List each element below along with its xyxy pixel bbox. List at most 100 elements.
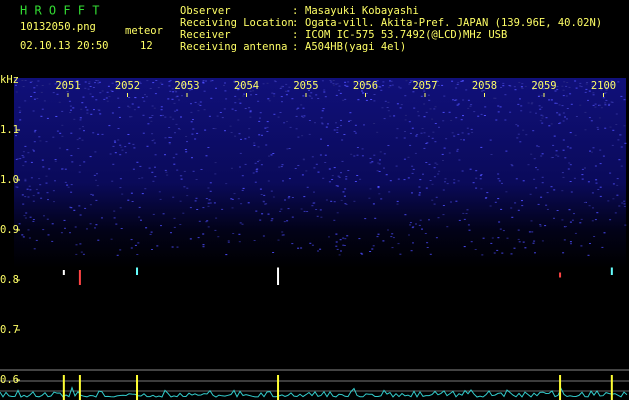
noise-pixel: [583, 202, 586, 203]
noise-pixel: [542, 115, 544, 117]
noise-pixel: [452, 99, 454, 101]
noise-pixel: [558, 113, 561, 115]
noise-pixel: [224, 130, 226, 132]
noise-pixel: [404, 119, 407, 121]
noise-pixel: [433, 176, 436, 178]
noise-pixel: [255, 171, 258, 173]
noise-pixel: [389, 180, 392, 182]
noise-pixel: [465, 89, 468, 91]
noise-pixel: [107, 85, 110, 87]
noise-pixel: [561, 219, 564, 221]
noise-pixel: [336, 248, 339, 250]
noise-pixel: [41, 85, 44, 86]
noise-pixel: [565, 95, 568, 97]
noise-pixel: [381, 85, 384, 87]
info-value: Ogata-vill. Akita-Pref. JAPAN (139.96E, …: [305, 17, 602, 29]
noise-pixel: [150, 231, 153, 233]
info-separator: :: [292, 5, 298, 17]
noise-pixel: [516, 137, 519, 139]
noise-pixel: [238, 86, 241, 88]
noise-pixel: [562, 120, 565, 122]
noise-pixel: [78, 171, 81, 173]
noise-pixel: [148, 167, 151, 169]
noise-pixel: [445, 138, 448, 140]
noise-pixel: [353, 83, 356, 85]
noise-pixel: [280, 86, 283, 88]
noise-pixel: [498, 221, 501, 223]
noise-pixel: [89, 156, 92, 158]
noise-pixel: [581, 178, 584, 180]
noise-pixel: [279, 88, 282, 89]
noise-pixel: [190, 103, 192, 105]
noise-pixel: [568, 209, 571, 211]
noise-pixel: [311, 244, 314, 246]
noise-pixel: [569, 181, 572, 182]
noise-pixel: [87, 88, 90, 90]
noise-pixel: [39, 184, 42, 186]
noise-pixel: [54, 180, 56, 182]
noise-pixel: [194, 101, 197, 103]
noise-pixel: [284, 199, 286, 201]
noise-pixel: [294, 81, 297, 83]
noise-pixel: [448, 111, 451, 113]
noise-pixel: [30, 177, 33, 179]
noise-pixel: [161, 83, 164, 85]
noise-pixel: [404, 214, 407, 216]
noise-pixel: [92, 132, 95, 134]
noise-pixel: [146, 145, 149, 147]
noise-pixel: [60, 86, 63, 88]
noise-pixel: [357, 99, 360, 101]
noise-pixel: [349, 112, 352, 114]
noise-pixel: [18, 111, 21, 113]
noise-pixel: [378, 171, 381, 172]
noise-pixel: [180, 116, 182, 118]
noise-pixel: [435, 237, 438, 239]
noise-pixel: [368, 197, 371, 199]
noise-pixel: [310, 97, 313, 99]
noise-pixel: [302, 107, 305, 109]
noise-pixel: [266, 121, 269, 123]
noise-pixel: [524, 85, 527, 87]
noise-pixel: [605, 87, 608, 89]
noise-pixel: [273, 95, 276, 97]
noise-pixel: [404, 131, 406, 132]
noise-pixel: [111, 82, 114, 84]
noise-pixel: [358, 238, 361, 240]
noise-pixel: [15, 135, 17, 137]
noise-pixel: [339, 239, 342, 241]
noise-pixel: [241, 175, 244, 177]
noise-pixel: [592, 92, 595, 94]
noise-pixel: [467, 99, 470, 101]
noise-pixel: [271, 218, 274, 220]
noise-pixel: [73, 209, 76, 211]
noise-pixel: [535, 112, 537, 114]
noise-pixel: [125, 152, 127, 154]
noise-pixel: [32, 219, 35, 220]
noise-pixel: [589, 243, 591, 244]
noise-pixel: [424, 87, 427, 89]
noise-pixel: [27, 229, 30, 231]
noise-pixel: [142, 114, 145, 116]
noise-pixel: [335, 233, 338, 235]
noise-pixel: [114, 152, 117, 154]
noise-pixel: [411, 127, 414, 129]
noise-pixel: [119, 154, 122, 156]
noise-pixel: [110, 89, 113, 91]
noise-pixel: [185, 84, 188, 86]
noise-pixel: [241, 189, 244, 191]
noise-pixel: [413, 107, 416, 109]
noise-pixel: [420, 95, 423, 97]
noise-pixel: [225, 183, 228, 185]
noise-pixel: [217, 236, 220, 238]
noise-pixel: [331, 179, 334, 180]
noise-pixel: [139, 165, 142, 167]
noise-pixel: [259, 117, 261, 119]
noise-pixel: [174, 132, 176, 134]
noise-pixel: [72, 107, 75, 109]
noise-pixel: [303, 210, 306, 212]
noise-pixel: [624, 224, 627, 226]
noise-pixel: [337, 175, 340, 177]
noise-pixel: [67, 186, 70, 188]
noise-pixel: [16, 81, 18, 83]
noise-pixel: [29, 81, 32, 83]
